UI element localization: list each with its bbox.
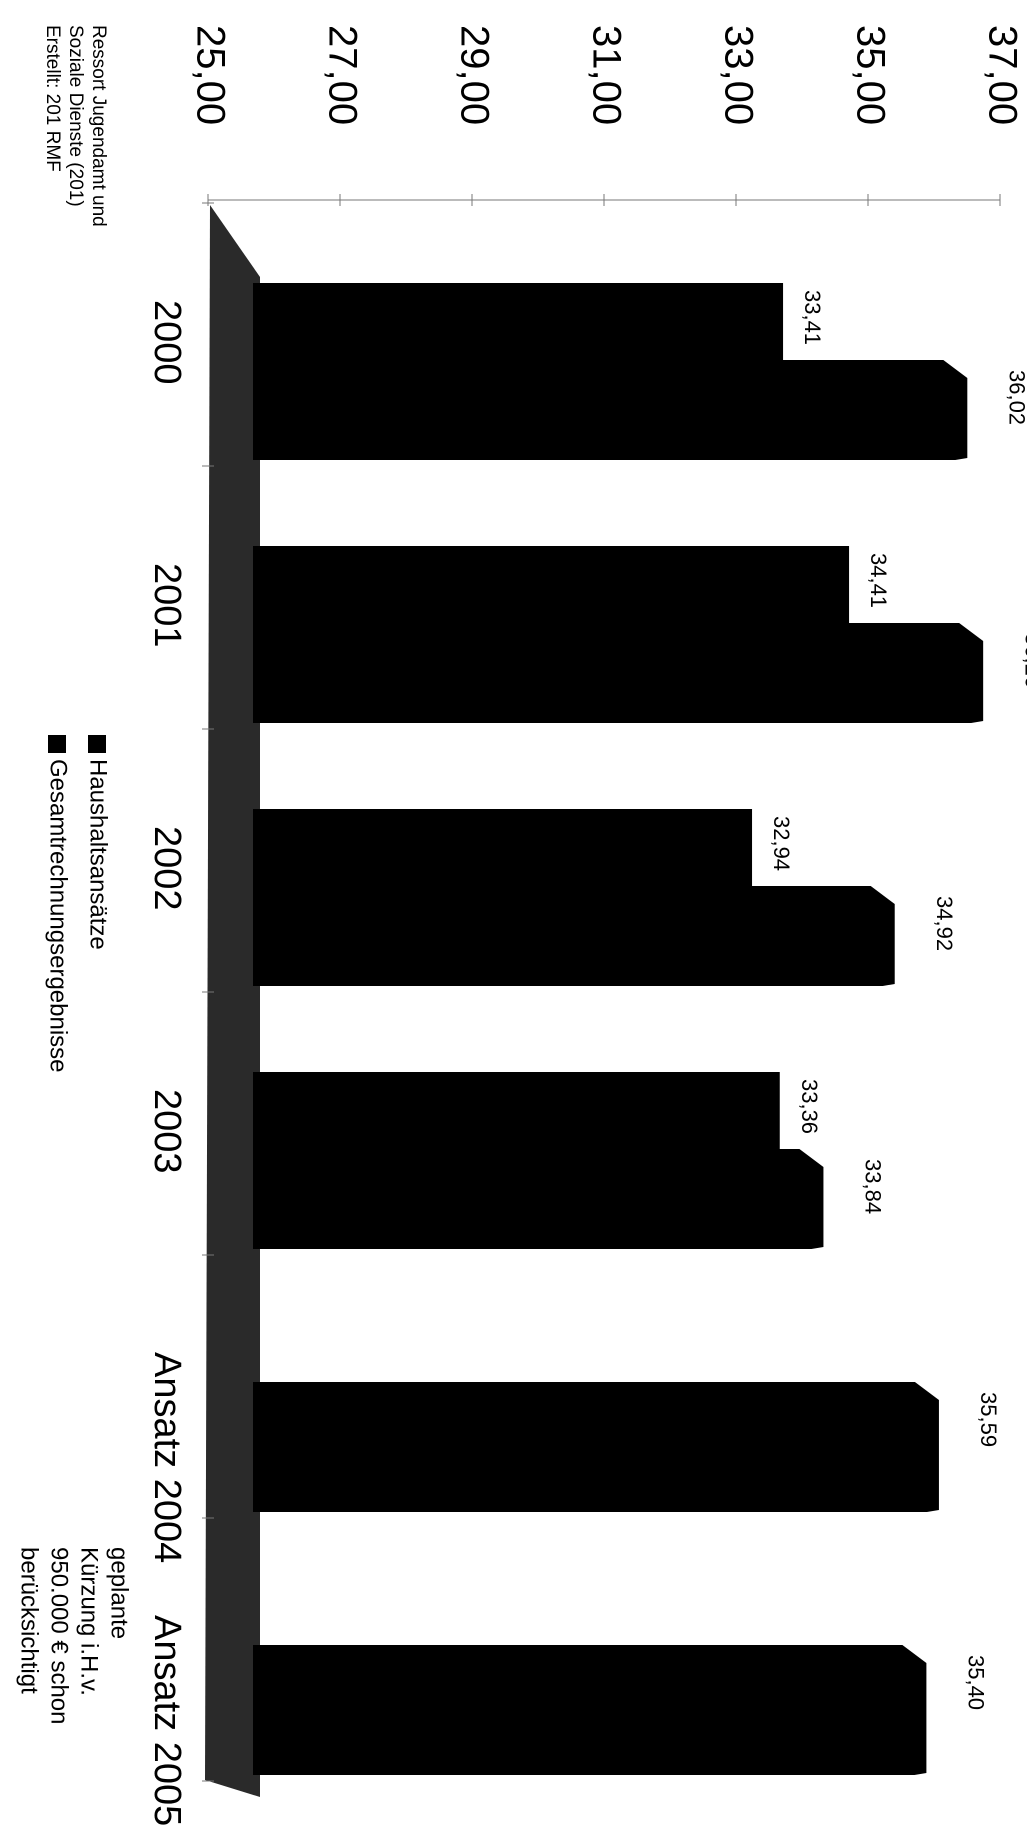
bar-gesamtrechnungsergebnisse [253, 623, 984, 723]
value-tick-label: 33,00 [716, 25, 760, 125]
bar-label-haushaltsansaetze: 33,41 [800, 290, 825, 345]
legend-label: Haushaltsansätze [85, 759, 112, 950]
value-tick-label: 27,00 [320, 25, 364, 125]
category-label: 2002 [146, 826, 188, 911]
bar-label-gesamtrechnungsergebnisse: 35,59 [976, 1392, 1001, 1447]
bar-label-gesamtrechnungsergebnisse: 36,26 [1020, 633, 1027, 688]
category-note-line: geplante [106, 1547, 133, 1639]
legend-swatch [88, 735, 106, 753]
value-tick-label: 35,00 [848, 25, 892, 125]
bar-label-haushaltsansaetze: 32,94 [769, 816, 794, 871]
bar-label-gesamtrechnungsergebnisse: 33,84 [861, 1159, 886, 1214]
bar-haushaltsansaetze [253, 283, 784, 363]
bar-label-gesamtrechnungsergebnisse: 36,02 [1005, 370, 1027, 425]
category-note-line: berücksichtigt [16, 1547, 43, 1694]
source-note-line: Ressort Jugendamt und [88, 25, 109, 227]
category-label: 2003 [146, 1089, 188, 1174]
bar-gesamtrechnungsergebnisse [253, 360, 968, 460]
value-tick-label: 37,00 [980, 25, 1024, 125]
category-note-line: Kürzung i.H.v. [76, 1547, 103, 1696]
category-label: 2000 [146, 300, 188, 385]
legend-label: Gesamtrechnungsergebnisse [45, 759, 72, 1073]
bar-gesamtrechnungsergebnisse [253, 1149, 824, 1249]
source-note-line: Soziale Dienste (201) [65, 25, 86, 207]
bar-label-haushaltsansaetze: 34,41 [866, 553, 891, 608]
bar-haushaltsansaetze [253, 546, 850, 626]
category-note-line: 950.000 € schon [46, 1547, 73, 1724]
chart-floor [205, 205, 260, 1797]
category-label: Ansatz 2005 [146, 1615, 188, 1826]
bar-label-gesamtrechnungsergebnisse: 35,40 [964, 1655, 989, 1710]
value-tick-label: 25,00 [188, 25, 232, 125]
value-tick-label: 29,00 [452, 25, 496, 125]
bar-gesamtrechnungsergebnisse [253, 1645, 927, 1775]
bar-label-gesamtrechnungsergebnisse: 34,92 [932, 896, 957, 951]
category-label: Ansatz 2004 [146, 1352, 188, 1563]
source-note-line: Erstellt: 201 RMF [42, 25, 63, 172]
bar-haushaltsansaetze [253, 809, 753, 889]
chart-plot: 25,00 27,00 29,00 31,00 33,00 35,00 37,00 33,41… [16, 25, 1027, 1826]
bar-gesamtrechnungsergebnisse [253, 1382, 939, 1512]
value-tick-label: 31,00 [584, 25, 628, 125]
bar-haushaltsansaetze [253, 1072, 780, 1152]
bar-gesamtrechnungsergebnisse [253, 886, 895, 986]
bar-label-haushaltsansaetze: 33,36 [797, 1079, 822, 1134]
category-label: 2001 [146, 563, 188, 648]
legend-swatch [48, 735, 66, 753]
